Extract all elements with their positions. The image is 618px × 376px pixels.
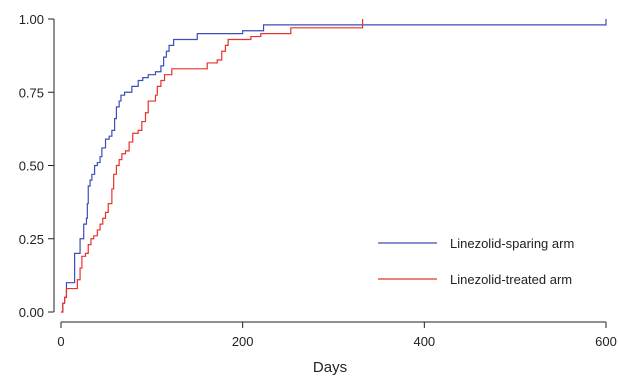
x-tick-label: 600	[595, 334, 617, 349]
series-layer	[61, 19, 607, 313]
legend-label: Linezolid-treated arm	[450, 272, 572, 287]
y-tick-label: 0.75	[19, 85, 44, 100]
legend: Linezolid-sparing arm Linezolid-treated a…	[378, 236, 574, 287]
y-tick-label: 0.00	[19, 305, 44, 320]
y-tick-label: 0.25	[19, 232, 44, 247]
y-tick-label: 0.50	[19, 159, 44, 174]
x-tick-label: 400	[413, 334, 435, 349]
x-axis-ticks: 0 200 400 600	[57, 322, 617, 349]
series-line-linezolid-sparing	[61, 19, 607, 313]
y-tick-label: 1.00	[19, 12, 44, 27]
x-tick-label: 200	[232, 334, 254, 349]
y-axis-ticks: 0.00 0.25 0.50 0.75 1.00	[19, 12, 54, 320]
axes: 0.00 0.25 0.50 0.75 1.00 0 200 400 600	[19, 12, 617, 349]
series-line-linezolid-treated	[61, 19, 364, 313]
x-axis-label: Days	[313, 359, 347, 376]
x-tick-label: 0	[57, 334, 64, 349]
legend-label: Linezolid-sparing arm	[450, 236, 574, 251]
